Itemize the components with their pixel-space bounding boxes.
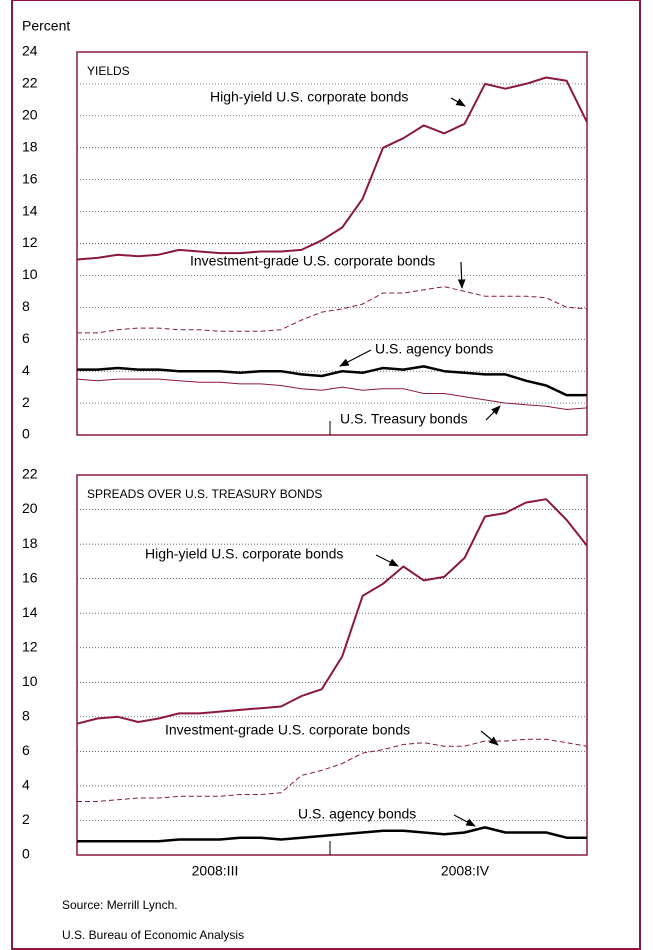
y-tick-label: 14 <box>22 202 38 218</box>
y-tick-label: 18 <box>22 138 38 154</box>
series-label: Investment-grade U.S. corporate bonds <box>165 722 410 738</box>
source: Source: Merrill Lynch. <box>62 898 178 912</box>
plot-frame <box>76 474 588 856</box>
label-arrow <box>453 814 476 827</box>
y-axis-label: Percent <box>22 18 70 34</box>
y-tick-label: 0 <box>22 846 30 862</box>
y-tick-label: 20 <box>22 500 38 516</box>
panel-title: SPREADS OVER U.S. TREASURY BONDS <box>87 487 322 501</box>
y-tick-label: 12 <box>22 638 38 654</box>
label-arrow <box>375 554 399 567</box>
y-tick-label: 24 <box>22 43 38 59</box>
series-label: U.S. agency bonds <box>298 806 416 822</box>
series-line <box>77 286 588 334</box>
y-tick-label: 6 <box>22 330 30 346</box>
label-arrow <box>450 97 466 107</box>
panel-title: YIELDS <box>87 64 130 78</box>
series-label: U.S. agency bonds <box>375 341 493 357</box>
series-line <box>77 826 587 843</box>
y-tick-label: 8 <box>22 298 30 314</box>
series-label: High-yield U.S. corporate bonds <box>210 89 408 105</box>
label-arrow <box>480 730 499 746</box>
y-tick-label: 22 <box>22 466 38 482</box>
label-arrow <box>457 261 466 289</box>
y-tick-label: 10 <box>22 266 38 282</box>
x-quarter-label: 2008:IV <box>441 863 490 879</box>
series-label: High-yield U.S. corporate bonds <box>145 546 343 562</box>
y-tick-label: 6 <box>22 742 30 758</box>
y-tick-label: 20 <box>22 107 38 123</box>
y-tick-label: 16 <box>22 569 38 585</box>
y-tick-label: 8 <box>22 708 30 724</box>
x-quarter-label: 2008:III <box>192 863 239 879</box>
y-tick-label: 0 <box>22 426 30 442</box>
credit: U.S. Bureau of Economic Analysis <box>62 928 244 942</box>
series-line <box>76 76 588 261</box>
series-label: Investment-grade U.S. corporate bonds <box>190 253 435 269</box>
series-line <box>76 498 588 725</box>
series-line <box>76 378 588 410</box>
y-tick-label: 4 <box>22 777 30 793</box>
label-arrow <box>339 349 372 367</box>
y-tick-label: 2 <box>22 811 30 827</box>
y-tick-label: 22 <box>22 75 38 91</box>
frame <box>11 0 641 950</box>
y-tick-label: 12 <box>22 234 38 250</box>
y-tick-label: 18 <box>22 535 38 551</box>
y-tick-label: 2 <box>22 394 30 410</box>
series-line <box>77 365 587 397</box>
y-tick-label: 4 <box>22 362 30 378</box>
y-tick-label: 10 <box>22 673 38 689</box>
y-tick-label: 16 <box>22 170 38 186</box>
label-arrow <box>485 405 501 421</box>
plot-frame <box>76 51 588 436</box>
series-label: U.S. Treasury bonds <box>340 411 468 427</box>
series-line <box>77 738 588 802</box>
y-tick-label: 14 <box>22 604 38 620</box>
